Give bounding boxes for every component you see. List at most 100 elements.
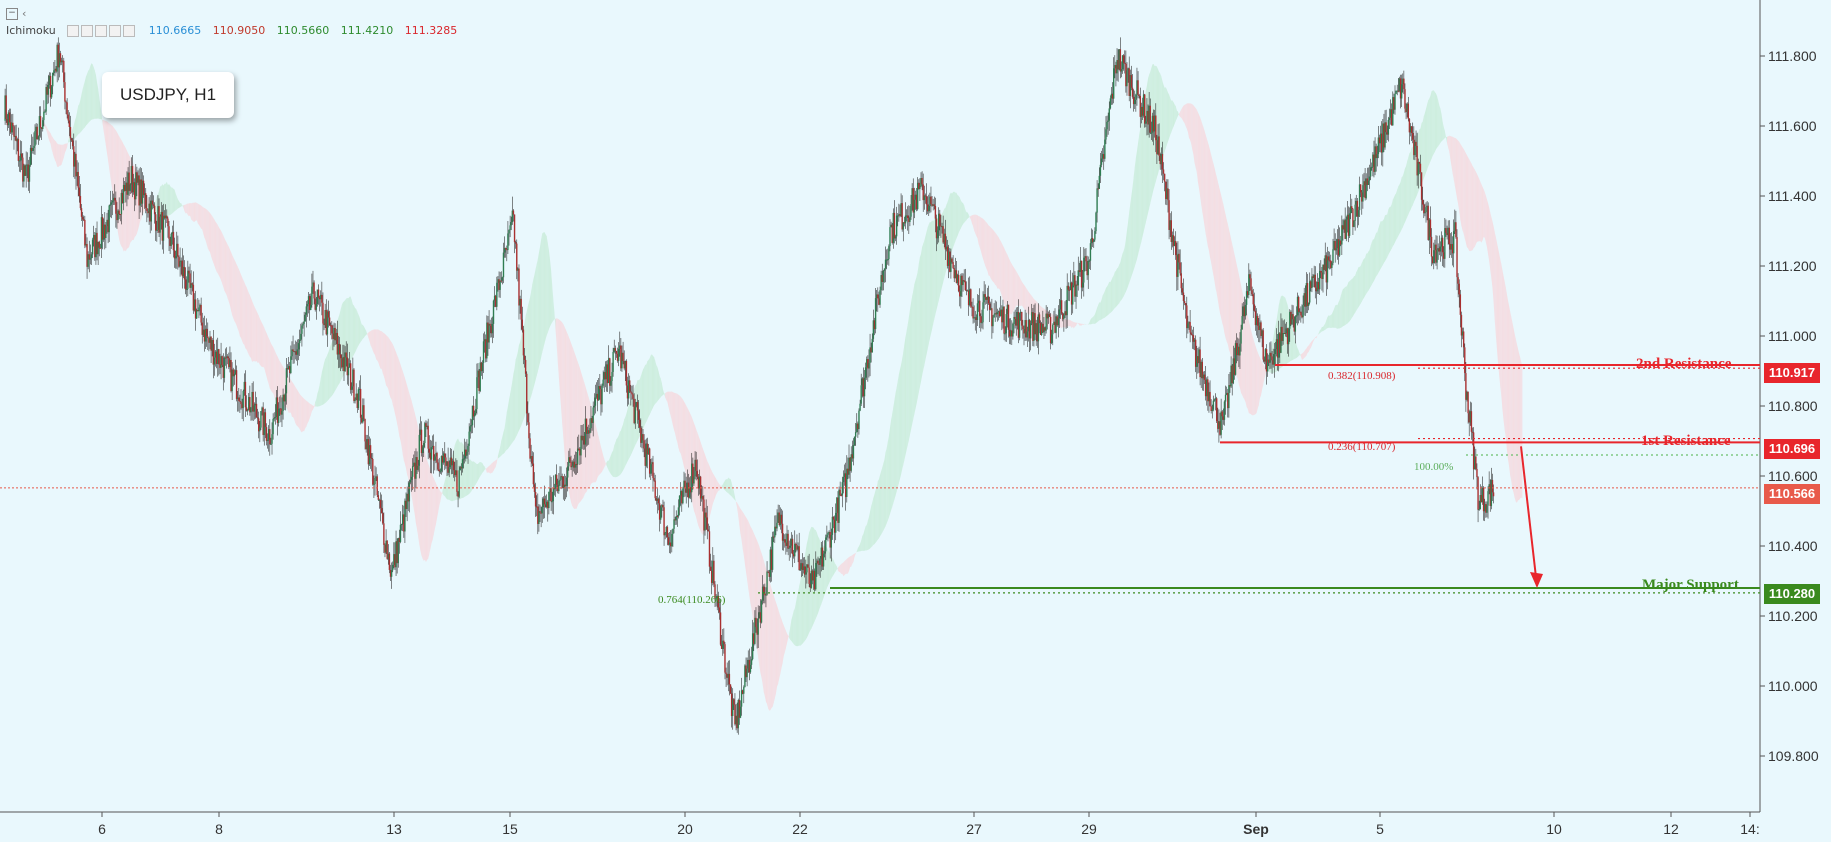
candle-body — [881, 275, 883, 282]
indicator-name[interactable]: Ichimoku — [6, 24, 56, 37]
candle-body — [96, 232, 98, 255]
cloud-segment — [796, 592, 799, 647]
candle-body — [228, 358, 230, 368]
cloud-segment — [683, 401, 686, 471]
cloud-segment — [971, 214, 974, 227]
candle-body — [1122, 55, 1125, 63]
cloud-segment — [1074, 322, 1077, 327]
cloud-segment — [264, 327, 266, 373]
candle-body — [911, 188, 913, 205]
candle-body — [115, 200, 117, 214]
chevron-left-icon[interactable]: ‹ — [22, 7, 27, 20]
candle-body — [295, 351, 298, 355]
cloud-segment — [748, 520, 750, 596]
candle-body — [581, 435, 583, 441]
candle-body — [363, 405, 365, 419]
candle-body — [765, 594, 767, 596]
candle-body — [205, 328, 208, 337]
candle-body — [472, 405, 475, 417]
candle-body — [1279, 333, 1281, 353]
cloud-segment — [505, 412, 507, 451]
cloud-segment — [968, 214, 970, 218]
candle-body — [161, 212, 164, 241]
indicator-value-5: 111.3285 — [404, 24, 458, 37]
cloud-segment — [1101, 295, 1103, 320]
cloud-segment — [1504, 281, 1506, 438]
cloud-segment — [923, 240, 925, 371]
candle-body — [1244, 304, 1247, 317]
candle-body — [487, 322, 489, 343]
cloud-segment — [893, 400, 895, 504]
cloud-segment — [660, 378, 662, 398]
cloud-segment — [516, 351, 518, 436]
cloud-segment — [1358, 266, 1360, 308]
candle-body — [67, 114, 69, 121]
candle-body — [351, 386, 353, 390]
cloud-segment — [839, 565, 841, 573]
candle-body — [17, 139, 20, 161]
candle-body — [1234, 343, 1237, 375]
cloud-segment — [543, 232, 545, 349]
candle-body — [852, 445, 855, 459]
cloud-segment — [74, 117, 76, 139]
candle-body — [232, 369, 234, 377]
candle-body — [1248, 274, 1250, 296]
candle-body — [486, 322, 488, 359]
cloud-segment — [1391, 199, 1393, 249]
candle-body — [1303, 293, 1305, 306]
cloud-segment — [617, 435, 619, 477]
candle-body — [1299, 311, 1301, 313]
candle-body — [1383, 123, 1385, 148]
candle-body — [260, 411, 262, 428]
candle-body — [482, 341, 485, 363]
candle-body — [1444, 228, 1446, 259]
cloud-segment — [1098, 302, 1100, 322]
indicator-settings-icon[interactable] — [67, 24, 137, 37]
cloud-segment — [1143, 97, 1145, 232]
cloud-segment — [1301, 352, 1304, 360]
candle-body — [960, 275, 962, 297]
cloud-segment — [445, 474, 447, 500]
candle-body — [1399, 78, 1402, 99]
cloud-segment — [791, 615, 793, 643]
cloud-segment — [1338, 299, 1340, 329]
candle-body — [835, 512, 837, 533]
cloud-segment — [927, 224, 929, 350]
candle-body — [222, 365, 224, 378]
candle-body — [108, 205, 110, 233]
cloud-segment — [1170, 97, 1172, 136]
cloud-segment — [742, 511, 744, 556]
cloud-segment — [777, 605, 779, 687]
candle-body — [1126, 70, 1128, 87]
candle-body — [1094, 231, 1096, 240]
candle-body — [1295, 315, 1298, 317]
cloud-segment — [1430, 91, 1432, 162]
candle-body — [940, 225, 942, 227]
candle-body — [823, 551, 826, 554]
x-tick-label: 14: — [1740, 821, 1759, 837]
cloud-segment — [1349, 280, 1351, 322]
cloud-segment — [1079, 323, 1081, 326]
candle-body — [912, 188, 914, 213]
candle-body — [972, 307, 974, 319]
candle-body — [579, 449, 581, 456]
cloud-segment — [85, 74, 88, 126]
candle-body — [718, 607, 721, 613]
candle-body — [837, 497, 839, 523]
cloud-segment — [960, 200, 962, 229]
cloud-segment — [1023, 284, 1026, 311]
cloud-segment — [290, 379, 292, 417]
candle-body — [1254, 310, 1257, 326]
x-tick-label: 15 — [502, 821, 518, 837]
cloud-segment — [427, 459, 429, 560]
cloud-segment — [228, 246, 230, 306]
collapse-icon[interactable]: − — [6, 8, 18, 20]
cloud-segment — [473, 461, 475, 488]
candle-body — [775, 526, 777, 529]
candle-body — [827, 532, 829, 535]
cloud-segment — [541, 233, 543, 358]
candle-body — [1320, 270, 1322, 273]
cloud-segment — [774, 598, 776, 699]
cloud-segment — [420, 435, 422, 556]
